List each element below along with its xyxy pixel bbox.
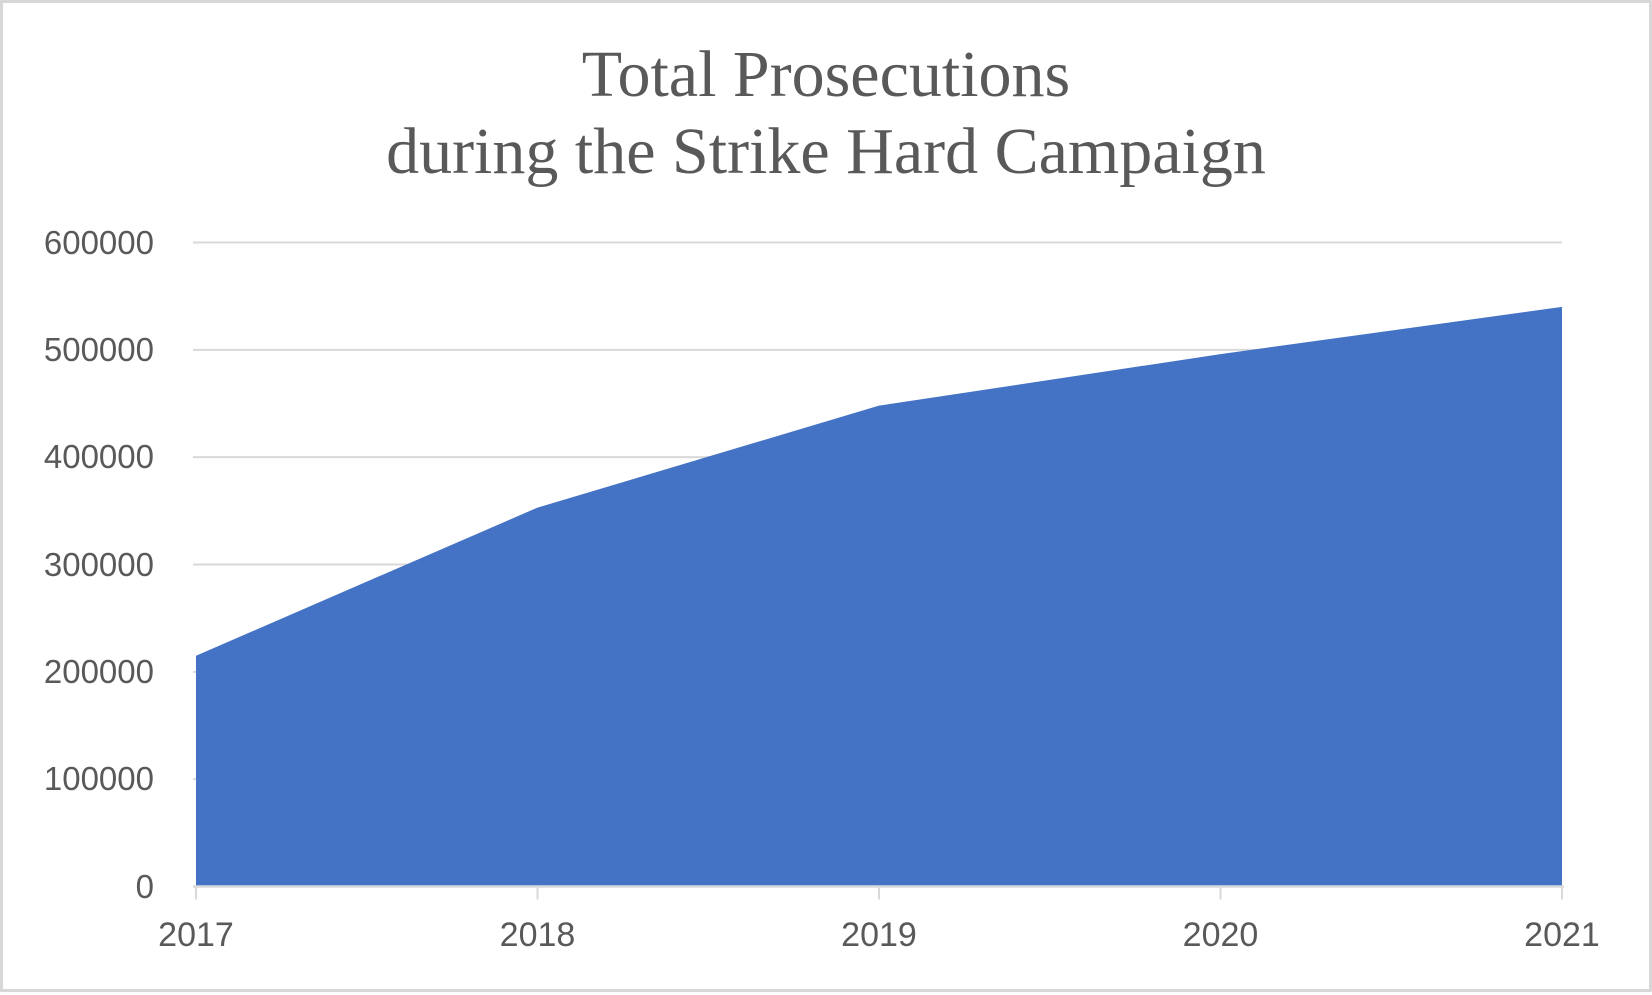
chart-title-line2: during the Strike Hard Campaign xyxy=(386,115,1266,188)
y-axis-tick-label: 200000 xyxy=(43,652,154,690)
x-axis-tick-label: 2020 xyxy=(1182,916,1259,954)
area-chart-svg xyxy=(193,241,1564,900)
chart-title: Total Prosecutions during the Strike Har… xyxy=(3,36,1649,190)
y-axis-tick-label: 0 xyxy=(135,867,154,905)
y-axis-tick-label: 300000 xyxy=(43,545,154,583)
y-axis-tick-label: 100000 xyxy=(43,760,154,798)
x-axis-tick-label: 2021 xyxy=(1524,916,1600,954)
area-series xyxy=(196,306,1562,887)
x-axis-tick-label: 2018 xyxy=(499,916,576,954)
x-axis-tick-label: 2017 xyxy=(158,916,234,954)
y-axis-tick-label: 400000 xyxy=(43,438,154,476)
x-axis-tick-label: 2019 xyxy=(841,916,917,954)
y-axis-tick-label: 600000 xyxy=(43,223,154,261)
chart-title-line1: Total Prosecutions xyxy=(581,38,1071,111)
y-axis-tick-label: 500000 xyxy=(43,330,154,368)
